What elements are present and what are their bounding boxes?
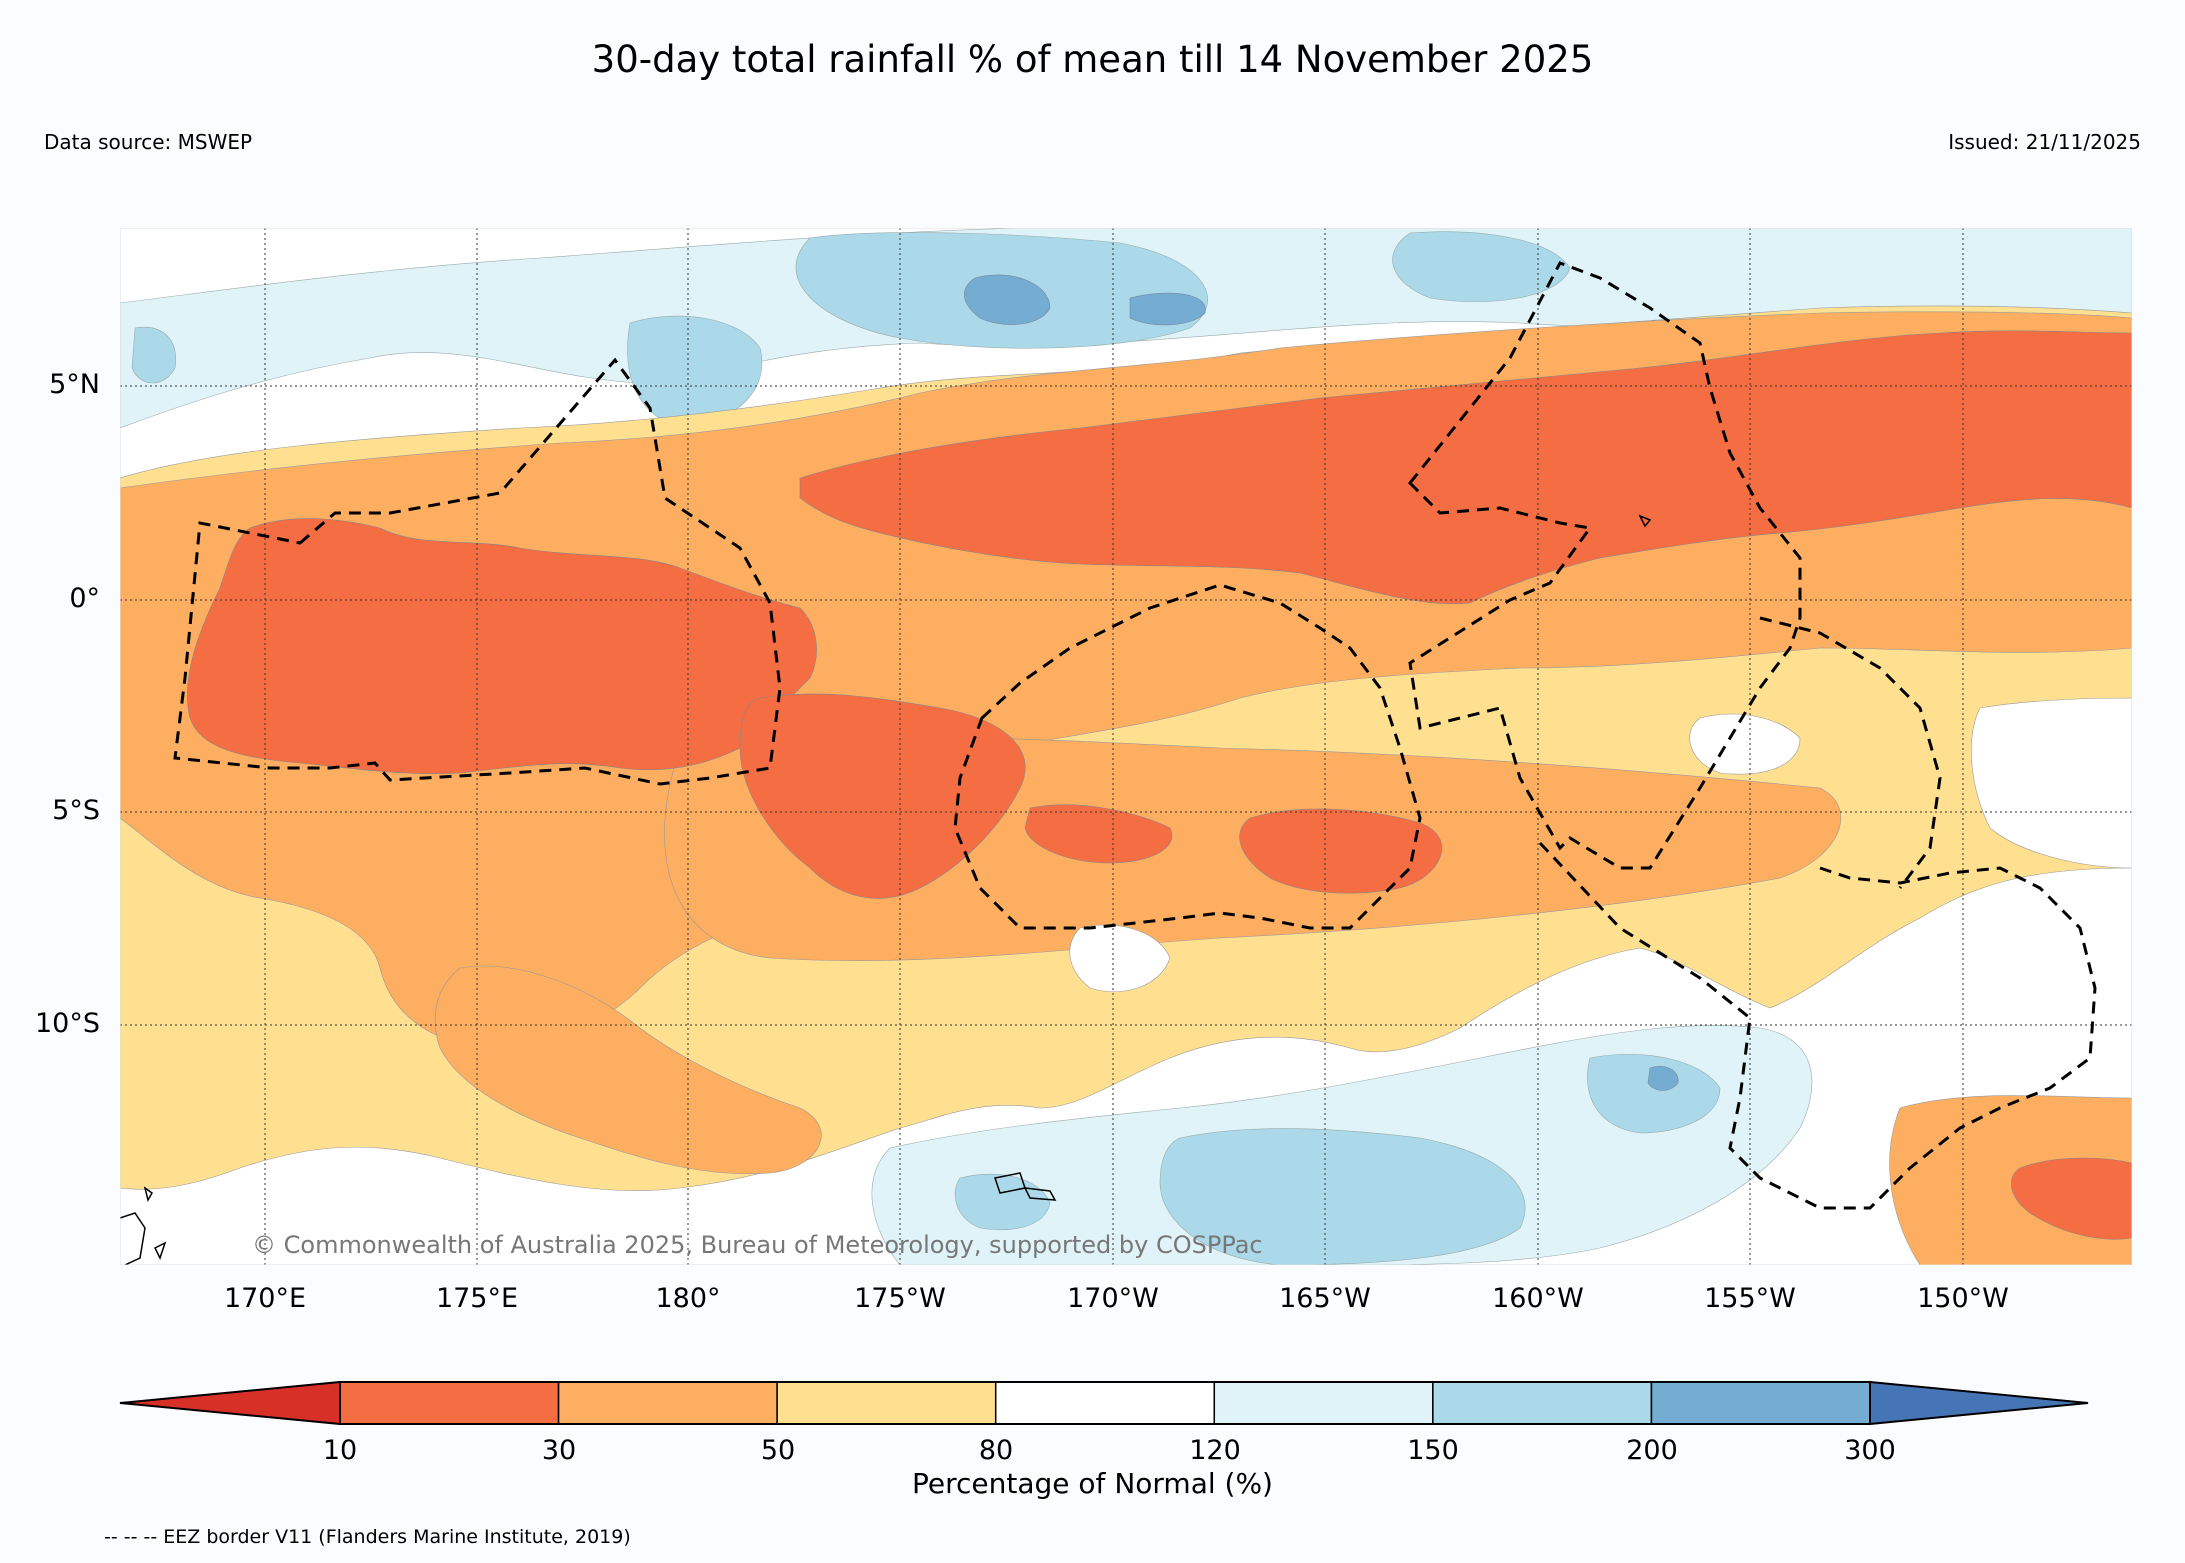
graticule xyxy=(120,228,2132,1265)
colorbar-tick: 30 xyxy=(541,1435,577,1466)
region-200-300-north-1 xyxy=(964,274,1051,325)
colorbar-tick: 80 xyxy=(978,1435,1014,1466)
eez-phoenix xyxy=(1759,616,1942,889)
colorbar-label: Percentage of Normal (%) xyxy=(912,1467,1273,1500)
region-30-50-south-lobe xyxy=(434,965,822,1175)
region-normal-pocket-1 xyxy=(1689,713,1801,775)
lon-label: 175°E xyxy=(435,1283,519,1314)
colorbar-tick: 200 xyxy=(1626,1435,1678,1466)
colorbar-tick: 150 xyxy=(1407,1435,1459,1466)
lon-label: 170°W xyxy=(1067,1283,1159,1314)
lon-label: 155°W xyxy=(1704,1283,1796,1314)
region-150-200-north-4 xyxy=(131,326,177,384)
rainfall-map: © Commonwealth of Australia 2025, Bureau… xyxy=(120,228,2132,1265)
lon-label: 160°W xyxy=(1492,1283,1584,1314)
colorbar-segment xyxy=(119,1380,341,1426)
region-10-30-south-patch-1 xyxy=(1239,808,1442,894)
region-200-300-north-2 xyxy=(1129,292,1206,326)
region-150-200-north-3 xyxy=(1392,231,1571,303)
lat-label: 10°S xyxy=(35,1008,100,1039)
map-title: 30-day total rainfall % of mean till 14 … xyxy=(591,38,1594,81)
data-source: Data source: MSWEP xyxy=(44,130,253,154)
issued-date: Issued: 21/11/2025 xyxy=(1948,130,2141,154)
colorbar-segment xyxy=(1869,1380,2089,1426)
colorbar-segment xyxy=(1213,1381,1434,1425)
region-10-30-southeast xyxy=(2011,1157,2132,1240)
lat-label: 5°S xyxy=(52,795,100,826)
lon-label: 175°W xyxy=(854,1283,946,1314)
colorbar-segment xyxy=(339,1381,560,1425)
colorbar-segment xyxy=(1650,1381,1871,1425)
islands xyxy=(120,514,1652,1265)
lon-label: 180° xyxy=(655,1283,721,1314)
region-10-30-east xyxy=(799,330,2132,604)
eez-borders xyxy=(173,261,2097,1210)
copyright-text: © Commonwealth of Australia 2025, Bureau… xyxy=(252,1231,1263,1259)
region-normal-pocket-2 xyxy=(1971,697,2132,869)
region-200-300-south xyxy=(1647,1066,1679,1091)
colorbar-tick: 10 xyxy=(322,1435,358,1466)
lon-label: 150°W xyxy=(1917,1283,2009,1314)
eez-legend-note: -- -- -- EEZ border V11 (Flanders Marine… xyxy=(104,1526,631,1548)
lat-label: 5°N xyxy=(49,369,100,400)
lat-label: 0° xyxy=(69,583,100,614)
colorbar xyxy=(119,1380,2089,1426)
region-150-200-north-2 xyxy=(627,315,763,429)
region-150-200-south-1 xyxy=(1159,1128,1526,1265)
eez-tokelau-samoa xyxy=(953,583,1422,930)
eez-tuvalu-kiribati-west xyxy=(173,357,782,786)
region-10-30-central xyxy=(739,693,1026,899)
colorbar-segment xyxy=(1432,1381,1653,1425)
colorbar-tick: 120 xyxy=(1189,1435,1241,1466)
lon-label: 170°E xyxy=(223,1283,307,1314)
colorbar-tick: 300 xyxy=(1844,1435,1896,1466)
lon-label: 165°W xyxy=(1279,1283,1371,1314)
colorbar-tick: 50 xyxy=(760,1435,796,1466)
colorbar-segment xyxy=(994,1381,1216,1425)
colorbar-segment xyxy=(776,1381,997,1425)
eez-cook-islands xyxy=(1538,841,2097,1210)
region-10-30-south-patch-2 xyxy=(1024,804,1173,864)
colorbar-segment xyxy=(557,1381,778,1425)
region-150-200-south-2 xyxy=(1587,1053,1721,1134)
region-normal-pocket-3 xyxy=(1069,924,1171,993)
